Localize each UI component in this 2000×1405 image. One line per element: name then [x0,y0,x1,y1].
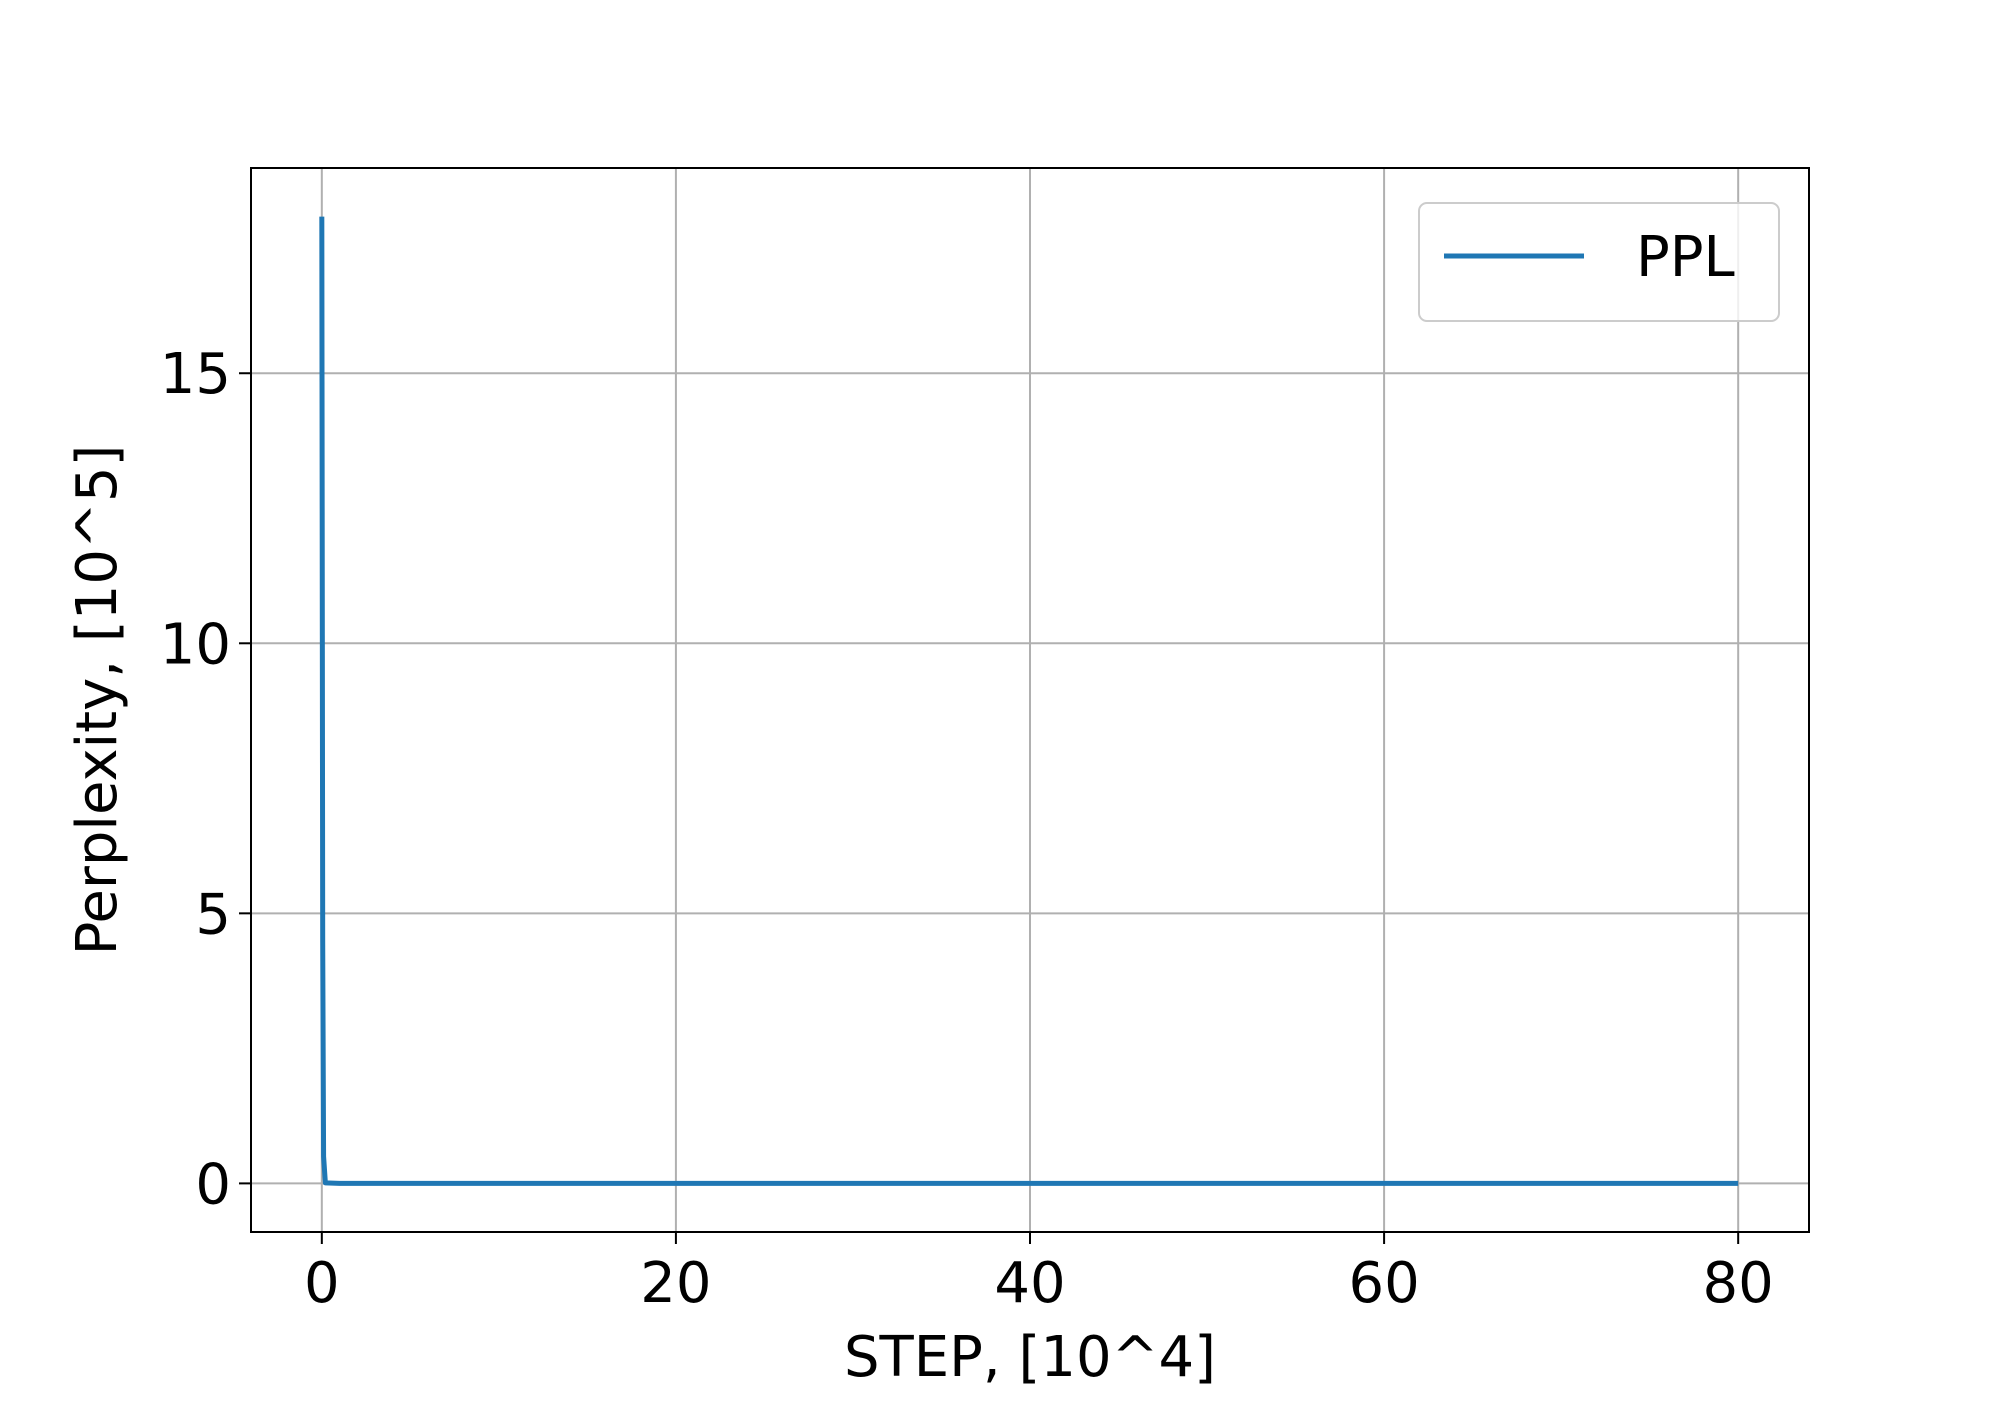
legend: PPL [1418,202,1780,322]
series-line-ppl [319,216,1739,1186]
y-tick-label: 10 [160,612,231,677]
y-axis-label: Perplexity, [10^5] [65,445,130,956]
x-tick-label: 0 [304,1251,340,1316]
y-tick-label: 15 [160,342,231,407]
x-tick-label: 20 [640,1251,711,1316]
x-tick-label: 60 [1348,1251,1419,1316]
legend-box [1418,202,1780,322]
axis-ticks: 0 20 40 60 80 0 5 10 15 [160,342,1774,1316]
x-axis-label: STEP, [10^4] [844,1325,1216,1390]
grid [251,168,1809,1232]
y-tick-label: 0 [195,1152,231,1217]
y-tick-label: 5 [195,882,231,947]
legend-label-ppl: PPL [1636,225,1735,290]
series-layer [319,216,1739,1186]
x-tick-label: 40 [994,1251,1065,1316]
x-tick-label: 80 [1703,1251,1774,1316]
